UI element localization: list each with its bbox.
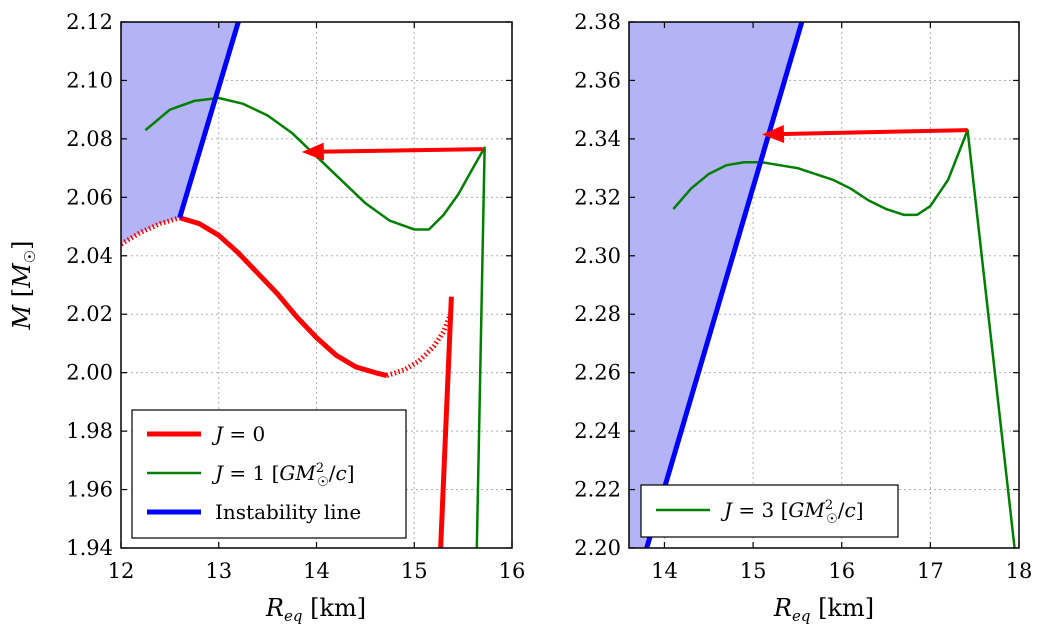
x-tick-label: 17 bbox=[917, 559, 944, 583]
series-j-0 bbox=[178, 215, 388, 379]
series-j-3 bbox=[672, 128, 1016, 548]
y-tick-label: 2.30 bbox=[574, 244, 621, 268]
arrow-head bbox=[301, 142, 324, 161]
x-tick-label: 15 bbox=[401, 559, 428, 583]
left-arrow bbox=[301, 142, 483, 161]
left-legend: J = 0 J = 1 [GM2 ☉/c] Instability line bbox=[131, 409, 407, 539]
y-tick-label: 2.22 bbox=[574, 478, 621, 502]
y-tick-label: 2.10 bbox=[66, 68, 113, 92]
y-tick-label: 1.94 bbox=[66, 536, 113, 560]
arrow-shaft bbox=[323, 147, 483, 154]
y-tick-label: 2.38 bbox=[574, 10, 621, 34]
y-tick-label: 1.98 bbox=[66, 419, 113, 443]
x-tick-label: 16 bbox=[828, 559, 855, 583]
y-tick-label: 2.04 bbox=[66, 244, 113, 268]
right-panel: 14 15 16 17 18 2.20 2.22 2.24 2.26 2.28 2.30 2.32 2.… bbox=[574, 10, 1032, 625]
left-y-axis-label: M [M☉] bbox=[8, 241, 39, 331]
right-x-axis-label: Req [km] bbox=[773, 594, 874, 625]
y-tick-label: 2.00 bbox=[66, 361, 113, 385]
y-tick-label: 2.36 bbox=[574, 68, 621, 92]
y-tick-label: 2.24 bbox=[574, 419, 621, 443]
arrow-shaft bbox=[783, 128, 968, 137]
x-tick-label: 15 bbox=[740, 559, 767, 583]
y-tick-label: 1.96 bbox=[66, 478, 113, 502]
y-tick-label: 2.32 bbox=[574, 185, 621, 209]
y-tick-label: 2.20 bbox=[574, 536, 621, 560]
legend-label-j0: J = 0 bbox=[211, 422, 265, 446]
y-tick-label: 2.34 bbox=[574, 127, 621, 151]
left-unstable-region bbox=[121, 22, 239, 245]
x-tick-label: 14 bbox=[303, 559, 330, 583]
x-tick-label: 12 bbox=[108, 559, 135, 583]
left-x-axis-label: Req [km] bbox=[265, 594, 366, 625]
y-tick-label: 2.08 bbox=[66, 127, 113, 151]
right-arrow bbox=[761, 125, 968, 144]
right-series bbox=[672, 128, 1016, 548]
left-series bbox=[121, 96, 486, 548]
right-ticks: 14 15 16 17 18 2.20 2.22 2.24 2.26 2.28 2.30 2.32 2.… bbox=[574, 10, 1032, 583]
series-j-0-steep-branch- bbox=[438, 296, 454, 548]
legend-label-instability: Instability line bbox=[215, 500, 361, 524]
y-tick-label: 2.06 bbox=[66, 185, 113, 209]
right-axes-frame bbox=[628, 21, 1020, 549]
right-instability-line bbox=[644, 22, 805, 548]
series-j-0-dotted-unstable-branch- bbox=[121, 215, 181, 247]
y-tick-label: 2.12 bbox=[66, 10, 113, 34]
y-tick-label: 2.02 bbox=[66, 302, 113, 326]
y-tick-label: 2.26 bbox=[574, 361, 621, 385]
x-tick-label: 13 bbox=[205, 559, 232, 583]
series-j-0-dotted-high-density-branch- bbox=[386, 313, 453, 378]
x-tick-label: 14 bbox=[651, 559, 678, 583]
right-legend: J = 3 [GM2 ☉/c] bbox=[640, 484, 899, 538]
left-panel: 12 13 14 15 16 1.94 1.96 1.98 2.00 2.02 2.04 2.06 2.… bbox=[8, 10, 525, 625]
x-tick-label: 18 bbox=[1006, 559, 1033, 583]
right-unstable-region bbox=[629, 22, 802, 548]
arrow-head bbox=[761, 125, 785, 144]
left-plot-area bbox=[121, 22, 486, 548]
left-instability-line bbox=[177, 22, 241, 219]
y-tick-label: 2.28 bbox=[574, 302, 621, 326]
left-ticks: 12 13 14 15 16 1.94 1.96 1.98 2.00 2.02 2.04 2.06 2.… bbox=[66, 10, 525, 583]
right-plot-area bbox=[629, 22, 1016, 548]
x-tick-label: 16 bbox=[499, 559, 526, 583]
